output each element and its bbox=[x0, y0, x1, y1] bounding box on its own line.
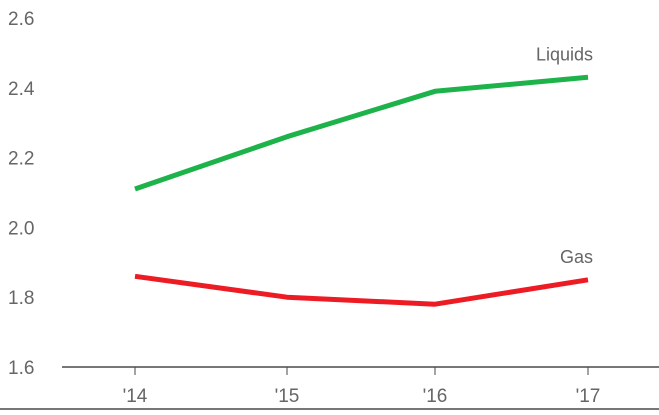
series-layer: Liquids Gas bbox=[134, 44, 593, 307]
y-tick-label: 2.6 bbox=[8, 9, 34, 30]
x-tick-label: '14 bbox=[123, 386, 148, 407]
x-tick-label: '16 bbox=[423, 386, 448, 407]
series-label-gas: Gas bbox=[560, 247, 593, 267]
y-tick-label: 2.0 bbox=[8, 218, 34, 239]
y-tick-label: 1.6 bbox=[8, 358, 34, 379]
y-axis-tick-labels: 1.6 1.8 2.0 2.2 2.4 2.6 bbox=[8, 9, 35, 379]
series-line-liquids bbox=[134, 74, 589, 192]
x-axis-ticks: '14 '15 '16 '17 bbox=[123, 367, 601, 407]
series-label-liquids: Liquids bbox=[536, 44, 593, 64]
x-tick-label: '17 bbox=[576, 386, 601, 407]
x-tick-label: '15 bbox=[275, 386, 300, 407]
series-line-gas bbox=[134, 273, 589, 307]
y-tick-label: 2.4 bbox=[8, 79, 35, 100]
y-tick-label: 1.8 bbox=[8, 288, 34, 309]
y-tick-label: 2.2 bbox=[8, 149, 34, 170]
